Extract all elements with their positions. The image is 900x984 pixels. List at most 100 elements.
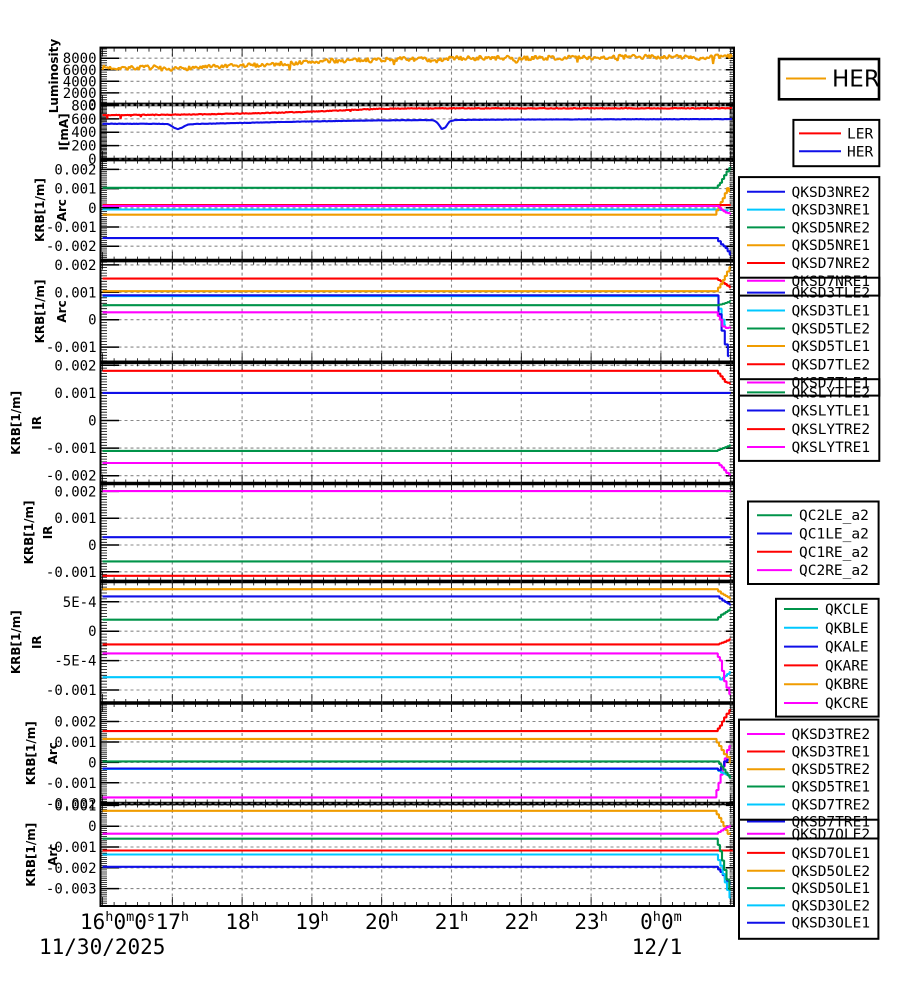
panel-major-ticks	[100, 264, 734, 348]
x-tick-label-22: 22h	[505, 909, 538, 934]
panel-minor-ticks	[100, 581, 734, 703]
legend-label-QKSD7TRE1: QKSD7TRE1	[792, 815, 871, 831]
legend-label-QKSD7TRE2: QKSD7TRE2	[792, 798, 871, 814]
x-tick-label-18: 18h	[225, 909, 258, 934]
x-tick-label-19: 19h	[295, 909, 328, 934]
series-QKCRE	[102, 652, 731, 696]
series-QKSD3TRE2	[102, 744, 731, 799]
legend-label-QKSD7OLE2: QKSD7OLE2	[792, 827, 871, 843]
legend-label-QKCRE: QKCRE	[825, 696, 869, 712]
series-QKSLYTRE2	[102, 369, 731, 385]
y-tick-label-krb-ir-qk-1: 0	[88, 624, 96, 640]
legend-label-QKSD3TLE2: QKSD3TLE2	[792, 286, 871, 302]
series-QKSD3OLE1	[102, 865, 731, 886]
legend-label-QKSD7OLE1: QKSD7OLE1	[792, 846, 871, 862]
legend-label-QKSD3TRE1: QKSD3TRE1	[792, 745, 871, 761]
y-tick-label-krb-arc-tle-3: -0.001	[46, 340, 97, 356]
legend-label-QKSD5NRE2: QKSD5NRE2	[792, 220, 871, 236]
legend-label-HER: HER	[832, 67, 880, 93]
panel-minor-ticks	[100, 703, 734, 804]
legend-label-QKARE: QKARE	[825, 658, 869, 674]
legend-box	[738, 818, 880, 940]
y-axis-title-krb-arc-tre: KRB[1/m]	[24, 721, 38, 785]
y-tick-label-krb-arc-tre-2: 0	[88, 755, 96, 771]
series-QKSD3TLE2	[102, 294, 730, 358]
legend-label-QKSD7TLE2: QKSD7TLE2	[792, 357, 871, 373]
series-group-krb-arc-tre	[102, 709, 731, 799]
y-tick-label-krb-arc-nre-4: -0.002	[46, 239, 97, 255]
legend-label-QKBLE: QKBLE	[825, 621, 869, 637]
legend-box	[792, 118, 881, 168]
legend-label-QKSD3NRE1: QKSD3NRE1	[792, 203, 871, 219]
y-axis-title-current: I[mA]	[57, 113, 71, 150]
y-axis-subtitle-krb-ir-ly: IR	[30, 416, 44, 430]
legend-label-QKBRE: QKBRE	[825, 677, 869, 693]
y-axis-subtitle-krb-arc-tre: Arc	[46, 742, 60, 764]
y-axis-subtitle-krb-ir-qc: IR	[41, 526, 55, 540]
legend-box	[738, 176, 881, 297]
legend-label-QC2RE_a2: QC2RE_a2	[799, 563, 869, 579]
y-tick-label-current-3: 200	[71, 139, 96, 155]
series-group-current	[102, 106, 733, 131]
y-axis-title-krb-ir-ly: KRB[1/m]	[9, 391, 23, 455]
y-tick-label-krb-arc-tre-3: -0.001	[46, 776, 97, 792]
series-QKSLYTRE1	[102, 461, 731, 476]
y-tick-label-current-0: 800	[71, 99, 96, 115]
y-axis-subtitle-krb-ir-qk: IR	[30, 635, 44, 649]
x-tick-label-21: 21h	[435, 909, 468, 934]
y-tick-label-krb-arc-tre-1: 0.001	[54, 735, 96, 751]
legend-box	[777, 57, 881, 101]
y-tick-label-krb-ir-qc-0: 0.002	[54, 484, 96, 500]
y-tick-label-krb-ir-ly-4: -0.002	[46, 469, 97, 485]
y-tick-label-krb-ir-qc-2: 0	[88, 538, 96, 554]
y-tick-label-krb-arc-nre-0: 0.002	[54, 162, 96, 178]
series-QKSD5OLE1	[102, 837, 731, 891]
series-QKSD5TRE2	[102, 737, 731, 764]
legend-ir-ly: QKSLYTLE1 QKSLYTRE2 QKSLYTRE1	[738, 378, 881, 462]
series-group-krb-ir-qk	[102, 588, 731, 696]
y-axis-subtitle-krb-arc-tle: Arc	[55, 300, 69, 322]
series-QKSD3NRE2	[102, 237, 731, 256]
date-label-right: 12/1	[632, 935, 683, 959]
y-tick-label-luminosity-2: 4000	[63, 74, 97, 90]
legend-label-QKSD3NRE2: QKSD3NRE2	[792, 185, 871, 201]
legend-ir-qc: QC2LE_a2 QC1LE_a2 QC1RE_a2 QC2RE_a2	[747, 500, 880, 585]
y-tick-label-current-4: 0	[88, 152, 96, 168]
legend-label-QKALE: QKALE	[825, 640, 869, 656]
legend-label-QKSD5OLE1: QKSD5OLE1	[792, 881, 871, 897]
series-QKCLE	[102, 608, 731, 621]
legend-label-QKSLYTRE1: QKSLYTRE1	[792, 440, 871, 456]
legend-current: LER HER	[792, 118, 881, 168]
series-QKSD5NRE1	[102, 187, 731, 216]
series-QKSD7NRE1	[102, 204, 731, 215]
y-tick-label-krb-arc-tre-0: 0.002	[54, 715, 96, 731]
series-QKBRE	[102, 588, 731, 600]
legend-label-QKSD5OLE2: QKSD5OLE2	[792, 864, 871, 880]
y-tick-label-krb-ir-ly-0: 0.002	[54, 358, 96, 374]
y-tick-label-krb-ir-qk-3: -0.001	[46, 683, 97, 699]
x-tick-label-16h0m0s: 16h0m0s	[80, 909, 155, 934]
series-QKSD3NRE1	[102, 208, 729, 212]
legend-label-QKSLYTLE2: QKSLYTLE2	[792, 385, 871, 401]
legend-label-QKSD5TLE1: QKSD5TLE1	[792, 339, 871, 355]
y-tick-label-krb-ir-qk-0: 5E-4	[63, 595, 97, 611]
legend-box	[738, 718, 880, 840]
series-QKSLYTLE2	[102, 444, 731, 452]
y-tick-label-krb-ir-ly-1: 0.001	[54, 386, 96, 402]
legend-label-QC1LE_a2: QC1LE_a2	[799, 527, 869, 543]
legend-box	[775, 597, 880, 718]
y-axis-subtitle-krb-arc-nre: Arc	[55, 199, 69, 221]
series-QKSD3TRE1	[102, 709, 731, 733]
legend-label-HER: HER	[847, 144, 873, 160]
y-tick-label-krb-arc-nre-2: 0	[88, 201, 96, 217]
y-tick-label-krb-ir-ly-3: -0.001	[46, 441, 97, 457]
y-tick-label-current-2: 400	[71, 125, 96, 141]
series-group-krb-ir-qc	[102, 490, 731, 577]
y-tick-label-krb-arc-tre-4: -0.002	[46, 796, 97, 812]
series-QKSD5TLE1	[102, 266, 731, 293]
panel-minor-ticks	[100, 260, 734, 363]
legend-ir-qk: QKCLE QKBLE QKALE QKARE QKBRE QKCRE	[775, 597, 880, 718]
y-tick-label-luminosity-0: 8000	[63, 51, 97, 67]
